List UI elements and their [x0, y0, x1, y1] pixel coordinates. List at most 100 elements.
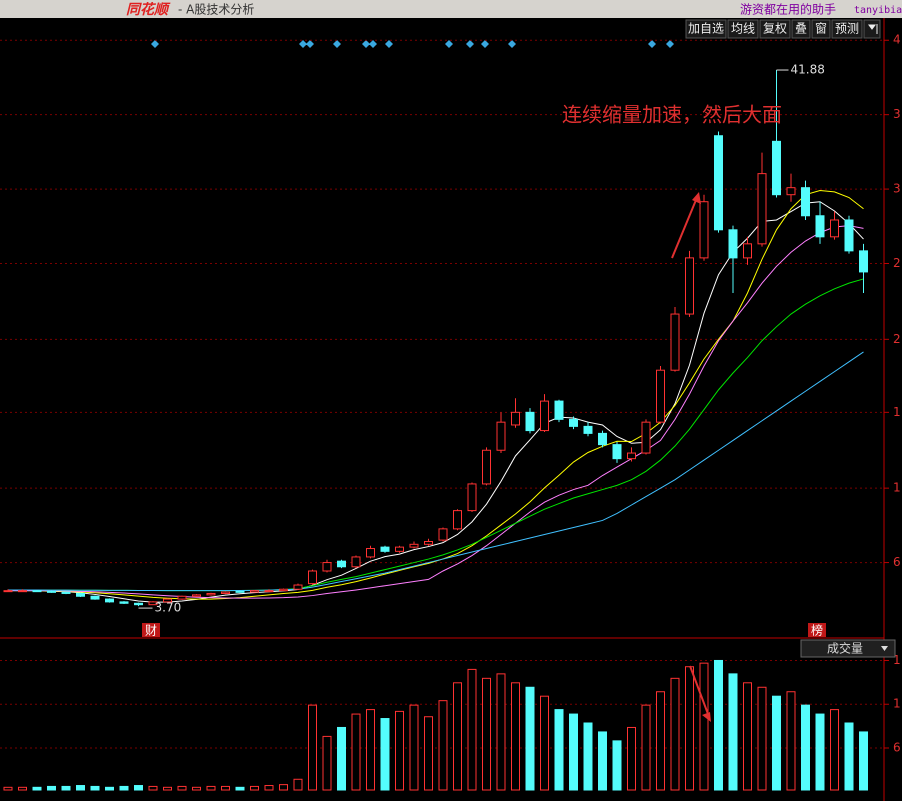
volume-bar	[134, 785, 143, 791]
arrow-head	[702, 712, 711, 722]
toolbar: 加自选 均线 复权叠窗预测	[685, 19, 881, 39]
volume-bar	[163, 786, 172, 791]
candle-body	[844, 219, 854, 252]
candle-body	[598, 432, 607, 446]
candle-body	[409, 543, 419, 548]
volume-bar	[337, 726, 346, 791]
volume-bar	[467, 668, 477, 791]
volume-bar	[641, 704, 651, 791]
y-tick-label: 2	[893, 256, 901, 270]
dropdown-icon	[881, 646, 888, 651]
volume-bar	[859, 731, 868, 791]
candle-body	[76, 592, 85, 597]
indicator-select[interactable]	[800, 639, 896, 658]
volume-bar	[148, 785, 158, 791]
y-tick-label: 4	[893, 33, 901, 47]
volume-bar	[801, 704, 810, 791]
ma-line	[8, 351, 864, 592]
candle-body	[235, 590, 245, 593]
marker-box	[808, 623, 826, 637]
y-tick-label: 1	[893, 481, 901, 495]
volume-bar	[598, 731, 607, 791]
candle-body	[90, 595, 100, 600]
candle-body	[786, 187, 796, 196]
candle-body	[163, 598, 172, 603]
candle-body	[395, 546, 404, 552]
y-tick-label: 3	[893, 182, 901, 196]
candle-body	[554, 400, 564, 420]
candle-body	[656, 369, 665, 423]
volume-bar	[627, 726, 636, 791]
toolbar-button[interactable]	[759, 19, 791, 39]
candle-body	[830, 219, 839, 238]
y-tick-label: 1	[893, 405, 901, 419]
volume-bar	[554, 709, 564, 791]
candle-body	[32, 590, 42, 593]
candle-body	[322, 562, 332, 572]
candle-body	[699, 201, 709, 259]
candle-body	[482, 449, 491, 485]
candle-body	[772, 140, 781, 196]
volume-bar	[380, 718, 390, 791]
candle-body	[177, 595, 187, 600]
volume-bar	[786, 691, 796, 791]
candle-body	[714, 135, 723, 231]
toolbar-button[interactable]	[727, 19, 759, 39]
toolbar-button[interactable]	[811, 19, 831, 39]
title-bar	[0, 0, 902, 18]
toolbar-label: 均线	[731, 22, 755, 36]
marker-box	[142, 623, 160, 637]
candle-body	[627, 452, 636, 460]
toolbar-button[interactable]	[791, 19, 811, 39]
volume-bar	[250, 785, 259, 791]
toolbar-button[interactable]	[685, 19, 727, 39]
candle-body	[583, 425, 593, 434]
y-tick-label: 6	[893, 741, 901, 755]
toolbar-label: 加自选	[688, 22, 724, 36]
arrows	[671, 192, 711, 722]
slogan: 游资都在用的助手	[740, 2, 836, 17]
candle-body	[540, 400, 549, 432]
app-title: - A股技术分析	[178, 3, 254, 17]
marker: 财	[145, 624, 157, 638]
candle-body	[148, 601, 158, 606]
volume-bar	[221, 785, 230, 791]
arrow-head	[692, 192, 701, 204]
volume-bar	[90, 785, 100, 791]
volume-bar	[612, 740, 622, 791]
y-tick-label: 2	[893, 332, 901, 346]
candle-body	[351, 556, 361, 568]
candle-body	[815, 215, 825, 238]
candle-body	[525, 411, 535, 432]
y-tick-label: 6	[893, 555, 901, 569]
volume-bar	[279, 784, 288, 791]
ma-line	[8, 225, 864, 599]
volume-bar	[583, 722, 593, 791]
volume-bar	[772, 695, 781, 791]
toolbar-label: 复权	[763, 22, 787, 36]
candle-body	[438, 528, 448, 541]
volume-bar	[525, 686, 535, 791]
candle-body	[424, 541, 433, 545]
toolbar-label: 叠	[795, 22, 807, 36]
candle-body	[467, 483, 477, 512]
volume-bar	[438, 700, 448, 791]
candle-body	[380, 546, 390, 552]
volume-bar	[264, 785, 274, 791]
volume-bar	[424, 716, 433, 791]
candle-body	[61, 591, 71, 594]
volume-bar	[351, 713, 361, 791]
volume-bar	[656, 691, 665, 791]
toolbar-button[interactable]	[831, 19, 863, 39]
volume-bar	[105, 786, 114, 791]
low-label: 3.70	[155, 601, 182, 615]
volume-bar	[743, 682, 752, 791]
volume-bar	[453, 682, 462, 791]
candle-body	[366, 548, 375, 558]
indicator-label: 成交量	[827, 641, 863, 656]
candle-body	[134, 602, 143, 606]
volume-bar	[714, 659, 723, 791]
volume-bar	[119, 785, 129, 791]
